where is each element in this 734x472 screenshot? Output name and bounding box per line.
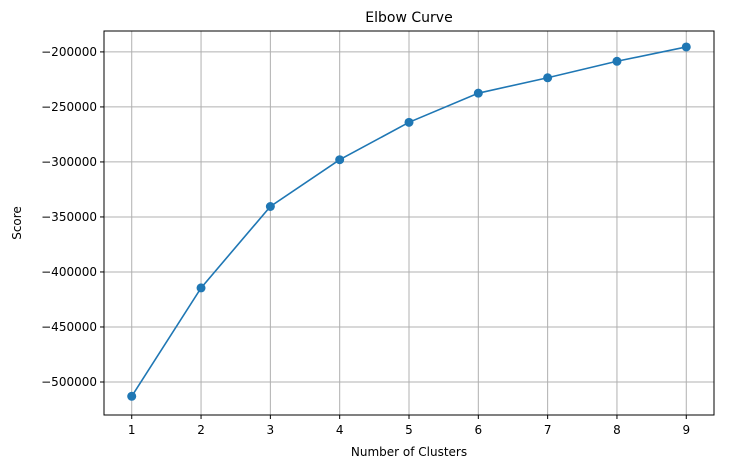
x-tick-label: 4 [336, 423, 344, 437]
y-tick-label: −200000 [41, 45, 97, 59]
data-point [265, 201, 275, 211]
data-point [127, 391, 137, 401]
data-point [681, 42, 691, 52]
y-tick-label: −400000 [41, 265, 97, 279]
data-point [612, 56, 622, 66]
grid [104, 31, 714, 415]
x-tick-label: 2 [197, 423, 205, 437]
x-tick-label: 8 [613, 423, 621, 437]
chart-title: Elbow Curve [365, 10, 452, 26]
data-point [543, 73, 553, 83]
x-axis-label: Number of Clusters [351, 445, 467, 459]
y-tick-label: −450000 [41, 320, 97, 334]
x-tick-label: 5 [405, 423, 413, 437]
series-layer [127, 42, 691, 401]
y-tick-label: −300000 [41, 155, 97, 169]
x-tick-label: 1 [128, 423, 136, 437]
x-tick-label: 6 [474, 423, 482, 437]
data-point [404, 117, 414, 127]
data-point [335, 155, 345, 165]
x-tick-label: 3 [267, 423, 275, 437]
x-tick-label: 7 [544, 423, 552, 437]
y-tick-label: −500000 [41, 375, 97, 389]
y-tick-label: −250000 [41, 100, 97, 114]
data-point [196, 283, 206, 293]
ticks: 1 2 3 4 5 6 7 8 9 −200000 −250000 −300000 −350000 −40… [41, 45, 690, 437]
y-tick-label: −350000 [41, 210, 97, 224]
x-tick-label: 9 [682, 423, 690, 437]
y-axis-label: Score [10, 206, 24, 240]
data-point [473, 88, 483, 98]
